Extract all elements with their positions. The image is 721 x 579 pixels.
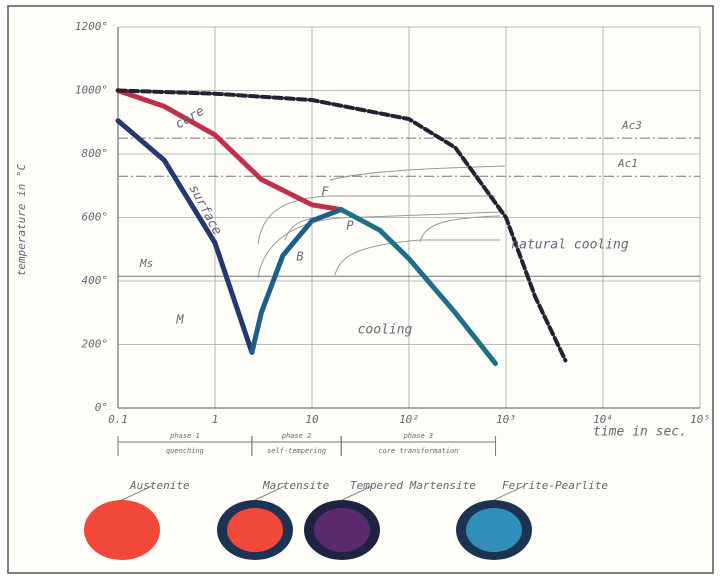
x-tick-label: 10⁴: [593, 413, 613, 426]
chart: temperature in °C time in sec. 0° 200° 400…: [0, 0, 721, 579]
series-label: cooling: [358, 323, 413, 338]
y-tick-label: 600°: [82, 211, 109, 224]
phase-name: phase 2: [282, 432, 312, 440]
structure-label: Ferrite-Pearlite: [502, 479, 608, 492]
y-tick-label: 200°: [82, 338, 109, 351]
structure-label: Austenite: [129, 479, 190, 492]
series-label: natural cooling: [511, 238, 629, 253]
structure-sample: [84, 500, 160, 560]
x-tick-label: 10⁵: [690, 413, 710, 426]
phase-description: quenching: [166, 447, 204, 455]
y-axis-label: temperature in °C: [15, 163, 28, 276]
y-tick-label: 0°: [95, 401, 108, 414]
annotation: M: [175, 313, 184, 327]
reference-label: Ac3: [621, 119, 642, 132]
phase-description: self-tempering: [267, 447, 326, 455]
phase-name: phase 3: [404, 432, 434, 440]
x-tick-label: 10: [305, 413, 319, 426]
y-tick-label: 1000°: [75, 84, 108, 97]
structure-label: Martensite: [262, 479, 330, 492]
x-tick-label: 0.1: [108, 413, 128, 426]
x-tick-label: 10²: [399, 413, 419, 426]
reference-label: Ms: [139, 257, 153, 270]
annotation: F: [321, 185, 329, 199]
structure-core: [466, 508, 522, 552]
x-axis-label: time in sec.: [593, 425, 687, 440]
phase-description: core transformation: [378, 447, 458, 455]
annotation: B: [296, 250, 303, 264]
y-tick-label: 400°: [82, 274, 109, 287]
structure-label: Tempered Martensite: [350, 479, 476, 492]
annotation: P: [346, 219, 354, 233]
phase-name: phase 1: [170, 432, 200, 440]
reference-label: Ac1: [617, 157, 638, 170]
x-tick-label: 10³: [496, 413, 516, 426]
y-tick-label: 1200°: [75, 20, 108, 33]
structure-core: [314, 508, 370, 552]
x-tick-label: 1: [212, 413, 219, 426]
y-tick-label: 800°: [82, 147, 109, 160]
structure-core: [227, 508, 283, 552]
